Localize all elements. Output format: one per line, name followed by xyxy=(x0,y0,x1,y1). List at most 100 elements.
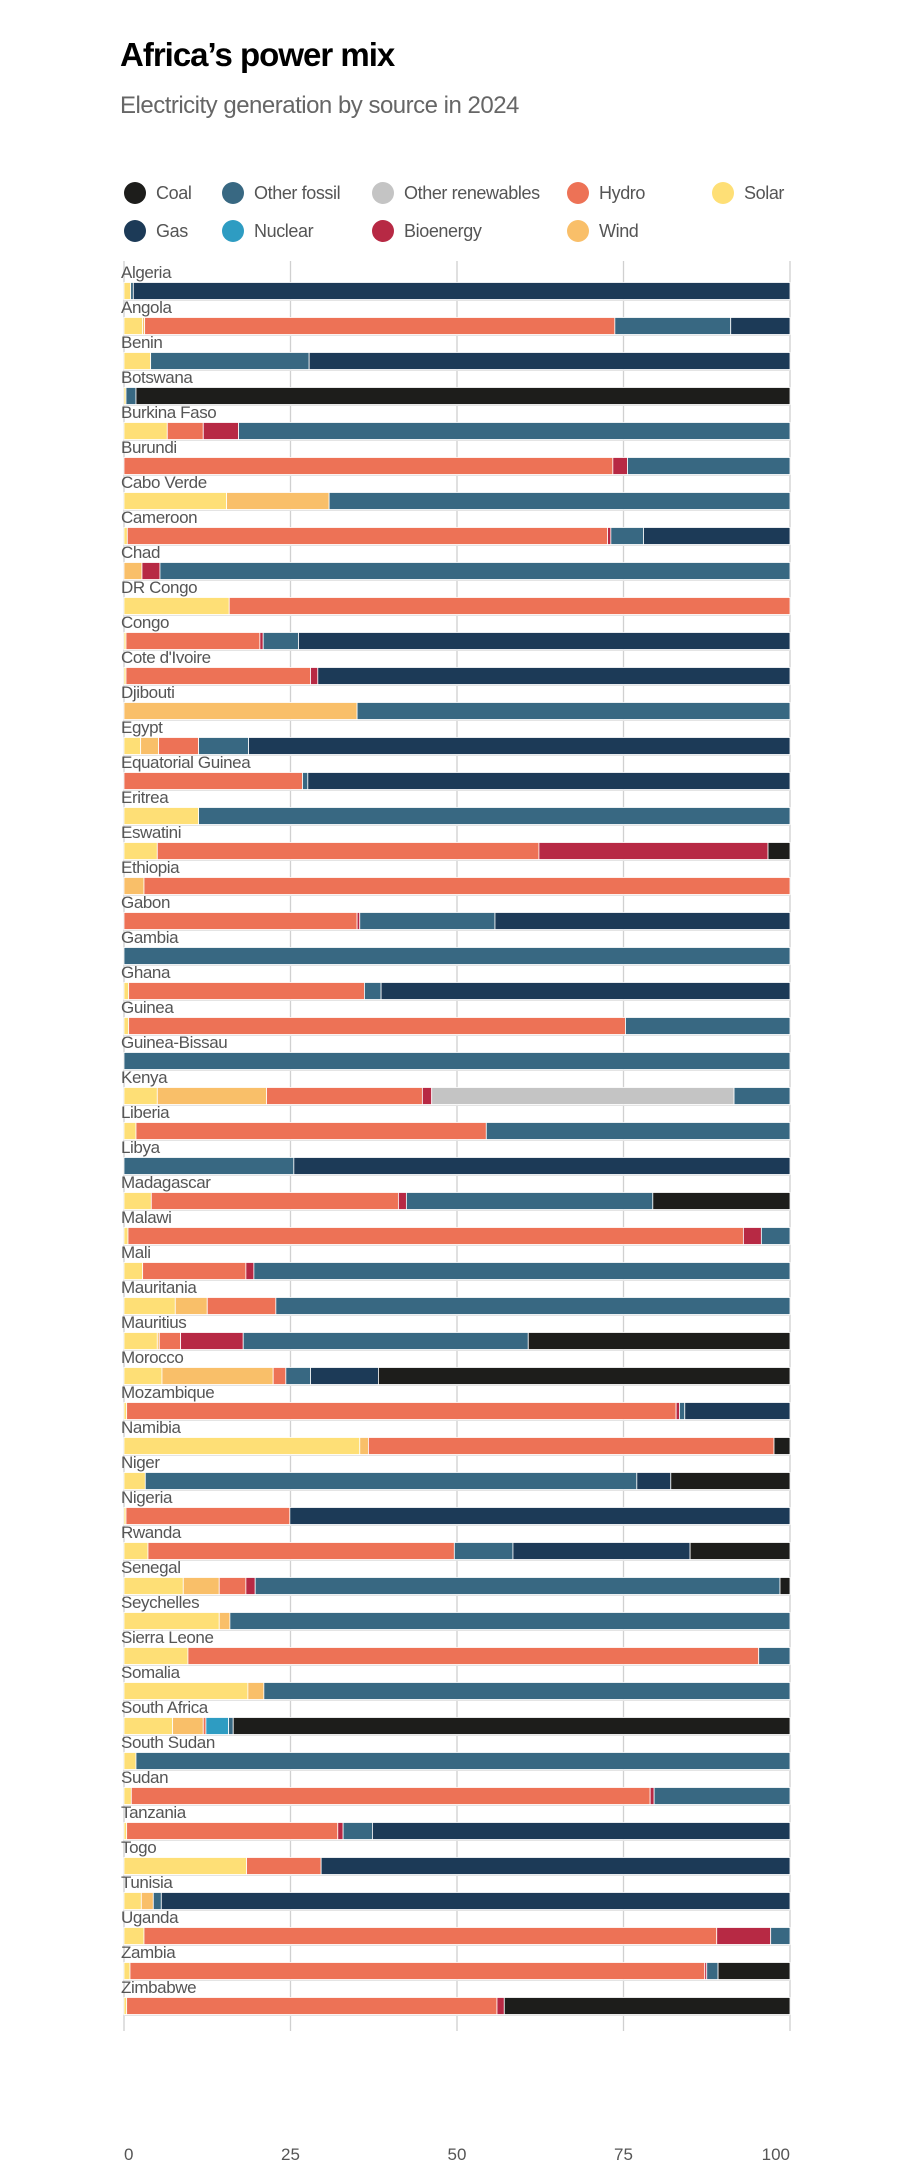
legend-item-wind: Wind xyxy=(567,212,712,250)
bar-segment-gas xyxy=(289,1507,791,1525)
country-label: Guinea xyxy=(121,998,174,1017)
bar-segment-other-fossil xyxy=(679,1402,686,1420)
bar-segment-other-fossil xyxy=(760,1227,791,1245)
country-label: Niger xyxy=(121,1453,160,1472)
bar-segment-solar xyxy=(123,1437,361,1455)
bar-segment-bioenergy xyxy=(202,422,239,440)
bar-segment-gas xyxy=(310,1367,379,1385)
bar-segment-hydro xyxy=(266,1087,423,1105)
bar-segment-solar xyxy=(123,1962,131,1980)
bar-segment-solar xyxy=(123,1192,152,1210)
bar-segment-other-fossil xyxy=(614,317,732,335)
bar-segment-coal xyxy=(232,1717,791,1735)
bar-segment-hydro xyxy=(143,877,791,895)
bar-segment-other-fossil xyxy=(159,562,791,580)
bar-segment-other-fossil xyxy=(198,737,249,755)
bar-segment-hydro xyxy=(143,1927,718,1945)
country-label: Zambia xyxy=(121,1943,176,1962)
bar-segment-solar xyxy=(123,1927,145,1945)
bar-segment-wind xyxy=(161,1367,274,1385)
bar-segment-solar xyxy=(123,1332,158,1350)
bar-segment-other-fossil xyxy=(733,1087,791,1105)
legend-swatch xyxy=(567,182,589,204)
country-label: Uganda xyxy=(121,1908,179,1927)
bar-segment-other-fossil xyxy=(405,1192,654,1210)
country-label: South Africa xyxy=(121,1698,209,1717)
bar-segment-other-fossil xyxy=(144,1472,638,1490)
bar-segment-hydro xyxy=(128,982,365,1000)
bar-segment-hydro xyxy=(187,1647,760,1665)
chart-title: Africa’s power mix xyxy=(120,36,395,73)
bar-segment-hydro xyxy=(166,422,204,440)
legend-swatch xyxy=(222,182,244,204)
country-label: Mauritius xyxy=(121,1313,186,1332)
bar-segment-other-fossil xyxy=(653,1787,791,1805)
bar-segment-other-fossil xyxy=(123,1052,791,1070)
bar-segment-bioenergy xyxy=(742,1227,762,1245)
country-label: Namibia xyxy=(121,1418,182,1437)
bar-segment-hydro xyxy=(206,1297,277,1315)
bar-segment-bioenergy xyxy=(259,632,264,650)
bar-segment-gas xyxy=(132,282,791,300)
country-label: Sudan xyxy=(121,1768,168,1787)
country-label: Egypt xyxy=(121,718,163,737)
country-label: Djibouti xyxy=(121,683,175,702)
country-label: Rwanda xyxy=(121,1523,182,1542)
bar-segment-gas xyxy=(317,667,791,685)
legend-item-coal: Coal xyxy=(124,174,222,212)
country-label: Mali xyxy=(121,1243,151,1262)
legend-label: Coal xyxy=(156,182,192,203)
legend-item-gas: Gas xyxy=(124,212,222,250)
bar-segment-wind xyxy=(140,1892,154,1910)
bar-segment-coal xyxy=(773,1437,791,1455)
legend-swatch xyxy=(372,220,394,242)
bar-segment-other-fossil xyxy=(359,912,496,930)
bar-segment-hydro xyxy=(272,1367,287,1385)
bar-segment-other-fossil xyxy=(262,632,299,650)
bar-segment-bioenergy xyxy=(180,1332,244,1350)
bar-segment-gas xyxy=(380,982,791,1000)
bar-segment-hydro xyxy=(228,597,791,615)
country-label: Eswatini xyxy=(121,823,181,842)
country-label: Ethiopia xyxy=(121,858,180,877)
bar-segment-gas xyxy=(512,1542,691,1560)
bar-segment-wind xyxy=(172,1717,204,1735)
bar-segment-solar xyxy=(123,1122,137,1140)
bar-segment-gas xyxy=(160,1892,791,1910)
country-label: Guinea-Bissau xyxy=(121,1033,227,1052)
bar-segment-gas xyxy=(494,912,791,930)
bar-segment-other-fossil xyxy=(254,1577,781,1595)
bar-segment-solar xyxy=(123,1542,149,1560)
country-label: Algeria xyxy=(121,263,172,282)
country-label: Cabo Verde xyxy=(121,473,207,492)
bar-segment-solar xyxy=(123,1262,144,1280)
legend-swatch xyxy=(372,182,394,204)
legend-swatch xyxy=(124,220,146,242)
bar-segment-hydro xyxy=(147,1542,455,1560)
bar-segment-other-fossil xyxy=(152,1892,162,1910)
bar-segment-other-fossil xyxy=(150,352,310,370)
bar-segment-solar xyxy=(123,1717,174,1735)
country-label: Liberia xyxy=(121,1103,170,1122)
bar-segment-nuclear xyxy=(205,1717,229,1735)
country-label: Congo xyxy=(121,613,169,632)
bar-segment-bioenergy xyxy=(538,842,769,860)
bar-segment-other-fossil xyxy=(627,457,791,475)
bar-segment-wind xyxy=(156,1087,267,1105)
bar-segment-solar xyxy=(123,1227,129,1245)
legend-swatch xyxy=(222,220,244,242)
bar-segment-coal xyxy=(378,1367,791,1385)
bar-segment-hydro xyxy=(144,317,616,335)
bar-segment-hydro xyxy=(135,1122,487,1140)
bar-segment-other-fossil xyxy=(610,527,644,545)
legend-swatch xyxy=(712,182,734,204)
bar-segment-other-fossil xyxy=(275,1297,791,1315)
legend-label: Nuclear xyxy=(254,220,314,241)
bar-segment-other-fossil xyxy=(758,1647,791,1665)
bar-segment-solar xyxy=(123,597,230,615)
bar-segment-solar xyxy=(123,1472,146,1490)
bar-segment-other-renewables xyxy=(431,1087,735,1105)
bar-segment-wind xyxy=(247,1682,265,1700)
bar-segment-solar xyxy=(123,352,152,370)
